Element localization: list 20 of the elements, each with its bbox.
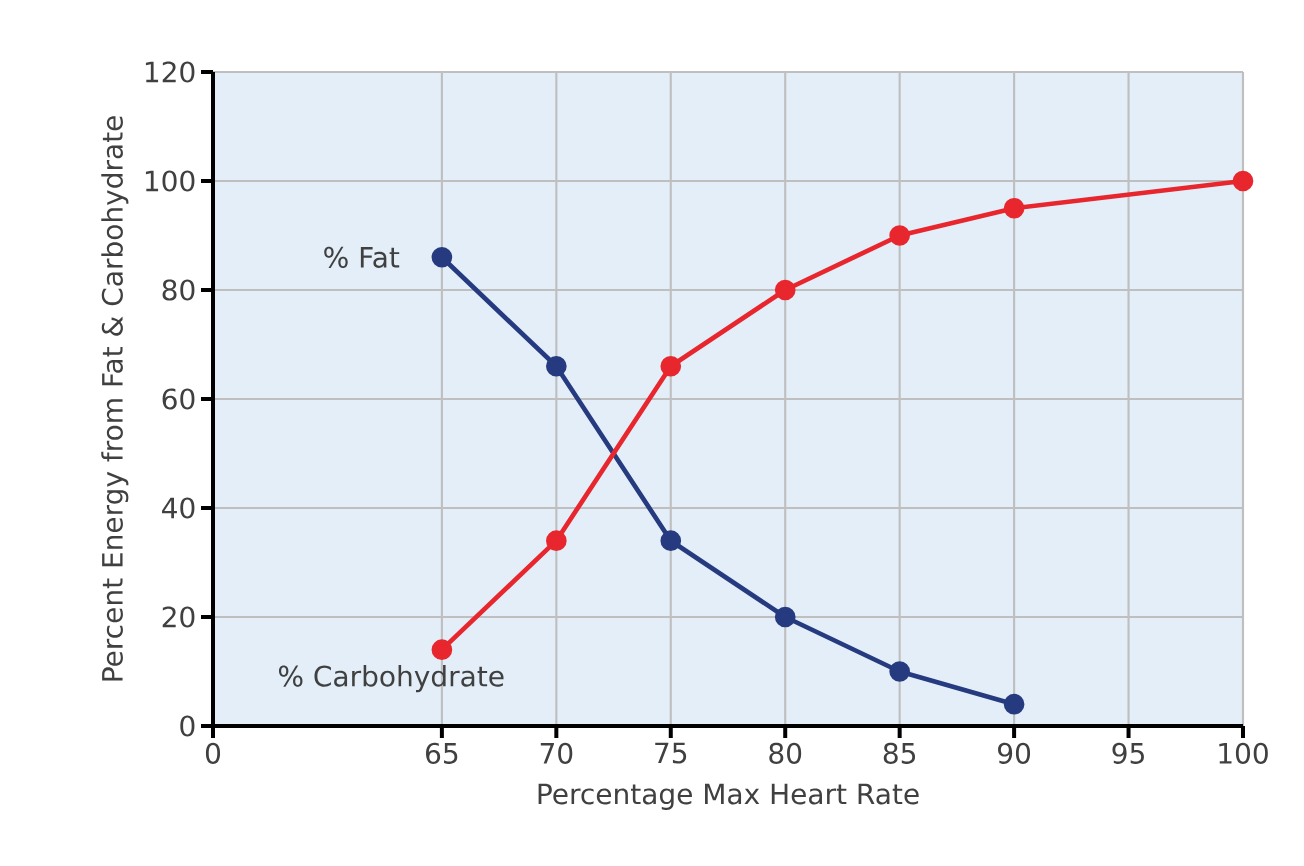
y-tick-label: 20 <box>162 606 195 628</box>
series-label: % Carbohydrate <box>278 665 504 693</box>
x-tick-label: 95 <box>1112 742 1144 764</box>
x-tick-label: 0 <box>205 742 221 764</box>
series-label: % Fat <box>324 246 400 268</box>
y-tick-label: 40 <box>162 497 195 519</box>
x-tick-label: 75 <box>655 742 687 764</box>
y-axis-title: Percent Energy from Fat & Carbohydrate <box>101 116 129 681</box>
y-tick-label: 80 <box>162 279 195 301</box>
y-tick-label: 100 <box>145 170 195 192</box>
y-tick-label: 60 <box>162 388 195 410</box>
x-tick-label: 85 <box>883 742 916 764</box>
x-tick-label: 80 <box>769 742 802 764</box>
x-axis-title: Percentage Max Heart Rate <box>538 783 919 810</box>
y-tick-label: 0 <box>180 715 195 737</box>
x-tick-label: 65 <box>426 742 458 764</box>
x-tick-label: 90 <box>998 742 1031 764</box>
x-tick-label: 70 <box>540 742 573 764</box>
y-tick-label: 120 <box>145 61 195 83</box>
x-tick-label: 100 <box>1219 742 1268 764</box>
